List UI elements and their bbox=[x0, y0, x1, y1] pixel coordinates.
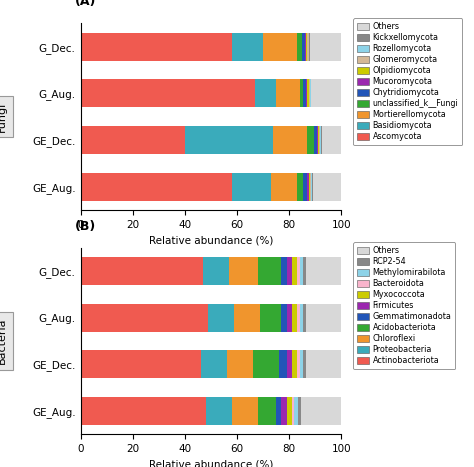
Bar bbox=[273, 126, 308, 154]
Bar bbox=[311, 173, 312, 201]
Legend: Others, RCP2-54, Methylomirabilota, Bacteroidota, Myxococcota, Firmicutes, Gemma: Others, RCP2-54, Methylomirabilota, Bact… bbox=[353, 242, 456, 369]
Bar bbox=[81, 257, 203, 285]
Bar bbox=[287, 257, 292, 285]
Bar bbox=[322, 126, 341, 154]
Bar bbox=[232, 173, 271, 201]
Bar bbox=[292, 350, 297, 378]
Bar bbox=[302, 33, 305, 61]
Bar bbox=[306, 33, 308, 61]
Bar bbox=[292, 397, 294, 425]
Bar bbox=[297, 33, 302, 61]
Bar bbox=[297, 173, 303, 201]
Bar bbox=[81, 350, 201, 378]
Bar bbox=[271, 173, 297, 201]
Bar bbox=[292, 257, 297, 285]
Bar bbox=[305, 33, 306, 61]
Bar bbox=[297, 304, 300, 332]
Bar bbox=[253, 350, 279, 378]
Bar bbox=[306, 304, 341, 332]
Text: Bacteria: Bacteria bbox=[0, 318, 8, 364]
Bar bbox=[312, 173, 313, 201]
Bar bbox=[310, 79, 311, 107]
Bar bbox=[320, 126, 321, 154]
Bar bbox=[309, 173, 310, 201]
Bar bbox=[287, 304, 292, 332]
Bar bbox=[203, 257, 229, 285]
X-axis label: Relative abundance (%): Relative abundance (%) bbox=[149, 235, 273, 246]
Bar bbox=[319, 126, 320, 154]
Bar bbox=[282, 304, 287, 332]
Bar bbox=[309, 79, 310, 107]
Bar bbox=[229, 257, 258, 285]
Bar bbox=[276, 397, 282, 425]
Bar bbox=[308, 173, 309, 201]
Bar bbox=[300, 257, 303, 285]
Bar bbox=[261, 304, 282, 332]
Text: (A): (A) bbox=[75, 0, 97, 8]
Bar bbox=[303, 257, 306, 285]
Bar bbox=[81, 304, 209, 332]
Text: (B): (B) bbox=[75, 219, 97, 233]
Bar bbox=[309, 33, 310, 61]
Bar bbox=[235, 304, 261, 332]
Bar bbox=[227, 350, 253, 378]
Bar bbox=[303, 350, 306, 378]
Bar bbox=[301, 397, 341, 425]
Bar bbox=[282, 397, 287, 425]
Bar bbox=[292, 304, 297, 332]
Bar bbox=[311, 79, 341, 107]
Bar bbox=[255, 79, 276, 107]
Bar bbox=[303, 173, 308, 201]
Bar bbox=[310, 173, 311, 201]
Bar bbox=[232, 397, 258, 425]
Bar bbox=[258, 397, 276, 425]
Bar bbox=[317, 126, 318, 154]
Bar bbox=[287, 350, 292, 378]
Bar bbox=[81, 126, 185, 154]
Bar bbox=[310, 33, 341, 61]
Bar bbox=[297, 257, 300, 285]
Bar bbox=[81, 397, 206, 425]
Bar bbox=[303, 79, 306, 107]
Bar bbox=[306, 79, 308, 107]
Bar bbox=[294, 397, 298, 425]
Bar bbox=[81, 33, 232, 61]
Bar bbox=[303, 304, 306, 332]
Bar bbox=[206, 397, 232, 425]
Bar bbox=[209, 304, 234, 332]
Bar bbox=[287, 397, 292, 425]
Bar bbox=[276, 79, 300, 107]
Bar bbox=[81, 173, 232, 201]
Bar bbox=[318, 126, 319, 154]
Bar bbox=[308, 79, 309, 107]
Bar bbox=[313, 173, 341, 201]
X-axis label: Relative abundance (%): Relative abundance (%) bbox=[149, 460, 273, 467]
Bar bbox=[308, 33, 309, 61]
Bar bbox=[185, 126, 273, 154]
Bar bbox=[300, 79, 303, 107]
Bar bbox=[314, 126, 317, 154]
Bar bbox=[300, 350, 303, 378]
Bar bbox=[300, 304, 303, 332]
Bar bbox=[263, 33, 297, 61]
Bar bbox=[201, 350, 227, 378]
Text: Fungi: Fungi bbox=[0, 102, 8, 132]
Bar bbox=[279, 350, 287, 378]
Bar bbox=[282, 257, 287, 285]
Bar bbox=[81, 79, 255, 107]
Bar bbox=[308, 126, 314, 154]
Bar bbox=[298, 397, 301, 425]
Bar bbox=[297, 350, 300, 378]
Bar bbox=[258, 257, 282, 285]
Legend: Others, Kickxellomycota, Rozellomycota, Glomeromycota, Olpidiomycota, Mucoromyco: Others, Kickxellomycota, Rozellomycota, … bbox=[353, 18, 462, 145]
Bar bbox=[306, 257, 341, 285]
Bar bbox=[321, 126, 322, 154]
Bar bbox=[232, 33, 263, 61]
Bar bbox=[306, 350, 341, 378]
